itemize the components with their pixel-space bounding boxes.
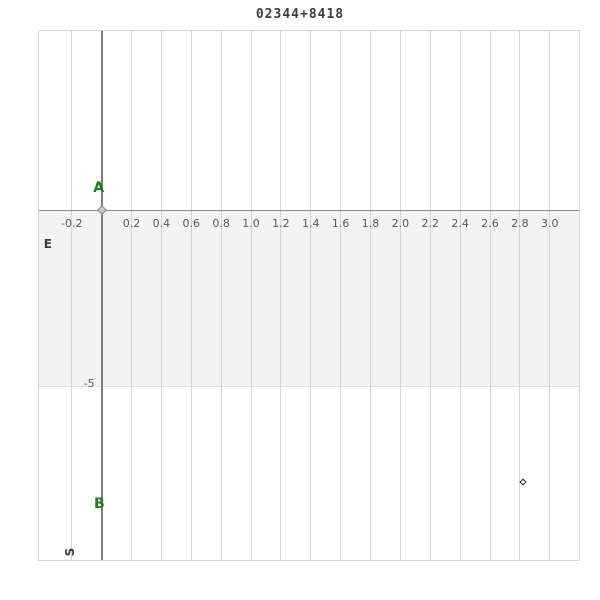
x-gridline xyxy=(310,31,312,560)
x-tick-label: 1.6 xyxy=(331,216,350,230)
x-gridline xyxy=(519,31,521,560)
plot-area: -0.2 0.2 0.4 0.6 0.8 1.0 1.2 1.4 1.6 1.8 2.0 2.2 2.4… xyxy=(38,30,581,561)
x-gridline xyxy=(429,31,431,560)
x-tick-label: 0.6 xyxy=(182,216,200,230)
x-gridline xyxy=(340,31,342,560)
x-gridline xyxy=(190,31,192,560)
x-axis-line xyxy=(39,210,579,211)
x-gridline xyxy=(280,31,282,560)
x-tick-label: 2.4 xyxy=(451,216,469,230)
x-gridline xyxy=(131,31,132,560)
direction-label-east: E xyxy=(43,237,52,252)
x-tick-label: 1.0 xyxy=(242,216,260,230)
x-tick-label: 1.4 xyxy=(302,216,320,230)
y-axis-line xyxy=(100,31,103,560)
x-tick-label: 0.2 xyxy=(122,216,141,230)
direction-label-south: S xyxy=(63,547,78,556)
x-gridline xyxy=(489,31,491,560)
x-tick-label: 1.2 xyxy=(272,216,290,230)
x-gridline xyxy=(250,31,252,560)
shaded-band xyxy=(39,210,579,387)
point-label-b: B xyxy=(94,496,105,513)
x-gridline xyxy=(399,31,401,560)
x-gridline xyxy=(160,31,162,560)
x-tick-label: 2.6 xyxy=(481,216,499,230)
x-tick-label: 3.0 xyxy=(541,216,559,230)
x-gridline xyxy=(579,31,581,560)
x-gridline xyxy=(71,31,73,560)
x-tick-label: 0.4 xyxy=(152,216,171,230)
x-tick-label: 0.8 xyxy=(212,216,230,230)
x-tick-label: 2.8 xyxy=(511,216,529,230)
x-gridline xyxy=(459,31,461,560)
y-tick-label: -5 xyxy=(83,377,95,390)
x-tick-label: 1.8 xyxy=(361,216,380,230)
x-tick-label: 2.2 xyxy=(421,216,440,230)
point-label-a: A xyxy=(93,179,105,196)
x-gridline xyxy=(370,31,371,560)
chart-title: 02344+8418 xyxy=(255,7,345,22)
x-gridline xyxy=(549,31,551,560)
point-marker-b xyxy=(519,478,527,486)
x-gridline xyxy=(220,31,222,560)
x-tick-label: 2.0 xyxy=(391,216,410,230)
x-tick-label: -0.2 xyxy=(60,216,83,230)
